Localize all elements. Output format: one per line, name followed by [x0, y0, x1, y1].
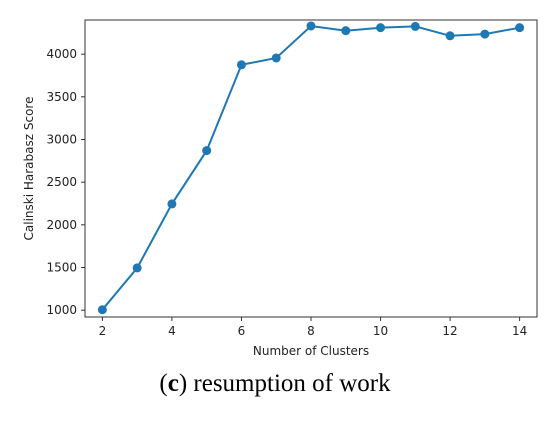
- caption-paren-open: (: [159, 370, 168, 397]
- data-point: [236, 60, 246, 70]
- figure-caption: (c) resumption of work: [0, 370, 550, 398]
- data-point: [132, 263, 142, 273]
- y-tick-label: 3000: [46, 132, 77, 146]
- x-tick-label: 4: [168, 324, 176, 338]
- plot-series: [97, 21, 525, 315]
- x-tick-label: 12: [442, 324, 457, 338]
- series-line: [101, 24, 520, 311]
- y-tick-label: 2500: [46, 175, 77, 189]
- caption-panel-letter: c: [167, 370, 179, 397]
- x-tick-label: 2: [99, 324, 107, 338]
- data-point: [341, 26, 351, 36]
- y-axis-label: Calinski Harabasz Score: [22, 97, 36, 241]
- x-tick-label: 14: [512, 324, 527, 338]
- x-tick-label: 10: [373, 324, 388, 338]
- data-point: [376, 23, 386, 33]
- y-tick-label: 2000: [46, 218, 77, 232]
- data-point: [202, 146, 212, 156]
- data-point: [97, 305, 107, 315]
- data-point: [480, 29, 490, 39]
- plot-frame: [84, 19, 538, 318]
- y-tick-label: 1500: [46, 261, 77, 275]
- data-point: [271, 53, 281, 63]
- x-tick-label: 6: [238, 324, 246, 338]
- ticks: 2 4 6 8 10 12 14 1000 1500 2000 2500 3000 3500 4000: [46, 47, 527, 338]
- y-tick-label: 3500: [46, 90, 77, 104]
- y-tick-label: 1000: [46, 303, 77, 317]
- data-point: [445, 31, 455, 41]
- data-point: [167, 199, 177, 209]
- x-tick-label: 8: [307, 324, 315, 338]
- x-axis-label: Number of Clusters: [253, 344, 369, 358]
- data-point: [306, 21, 316, 31]
- data-point: [515, 23, 525, 33]
- caption-text: resumption of work: [187, 370, 391, 397]
- y-tick-label: 4000: [46, 47, 77, 61]
- data-point: [410, 21, 420, 31]
- caption-paren-close: ): [178, 370, 188, 397]
